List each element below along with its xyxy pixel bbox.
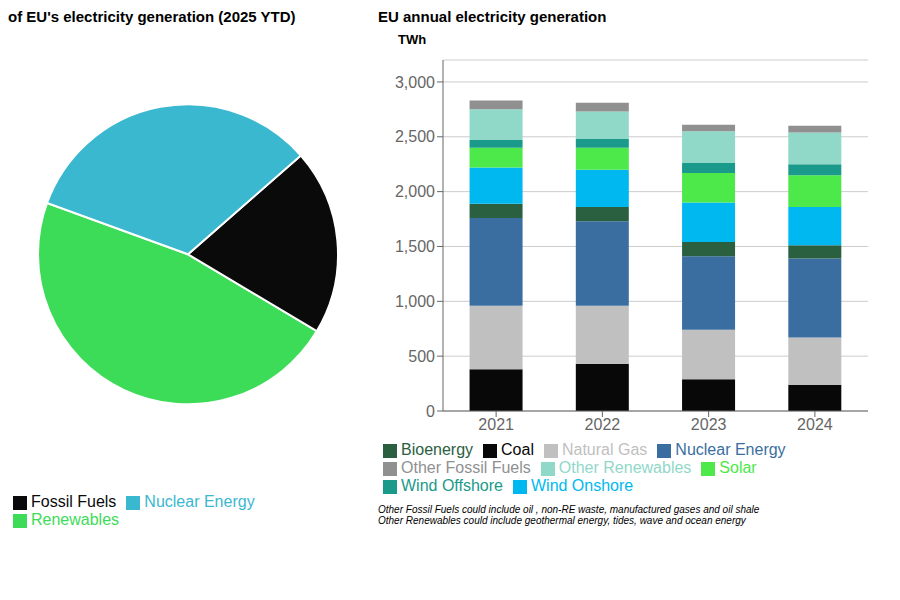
html-text:EU annual electricity generati: EU annual electricity generation xyxy=(378,8,607,25)
html-text:Nuclear Energy: Nuclear Energy xyxy=(144,493,255,510)
svg-text:2021: 2021 xyxy=(478,416,514,433)
svg-text:2,000: 2,000 xyxy=(395,183,435,200)
svg-text:1,000: 1,000 xyxy=(395,293,435,310)
html-text:Coal: Coal xyxy=(501,441,534,458)
svg-text:2024: 2024 xyxy=(797,416,833,433)
svg-text:2,500: 2,500 xyxy=(395,128,435,145)
html-text:Bioenergy: Bioenergy xyxy=(401,441,473,458)
html-text:Nuclear Energy: Nuclear Energy xyxy=(675,441,786,458)
svg-text:2023: 2023 xyxy=(691,416,727,433)
html-text:Other Fossil Fuels could inclu: Other Fossil Fuels could include oil , n… xyxy=(378,504,760,515)
html-text:of EU's electricity generation: of EU's electricity generation (2025 YTD… xyxy=(8,8,296,25)
html-text:Wind Onshore: Wind Onshore xyxy=(531,477,634,494)
svg-text:2022: 2022 xyxy=(585,416,621,433)
svg-text:0: 0 xyxy=(426,403,435,420)
svg-text:3,000: 3,000 xyxy=(395,74,435,91)
html-text:Wind Offshore: Wind Offshore xyxy=(401,477,503,494)
html-text:TWh: TWh xyxy=(398,32,427,47)
html-text:Solar: Solar xyxy=(719,459,757,476)
html-text:Other Fossil Fuels: Other Fossil Fuels xyxy=(401,459,531,476)
html-text:Natural Gas: Natural Gas xyxy=(562,441,648,458)
svg-text:500: 500 xyxy=(408,348,435,365)
html-text:Fossil Fuels: Fossil Fuels xyxy=(31,493,117,510)
svg-text:1,500: 1,500 xyxy=(395,238,435,255)
html-text:Other Renewables: Other Renewables xyxy=(558,459,692,476)
html-text:Renewables: Renewables xyxy=(31,511,120,528)
html-text:Other Renewables could include: Other Renewables could include geotherma… xyxy=(378,515,746,526)
